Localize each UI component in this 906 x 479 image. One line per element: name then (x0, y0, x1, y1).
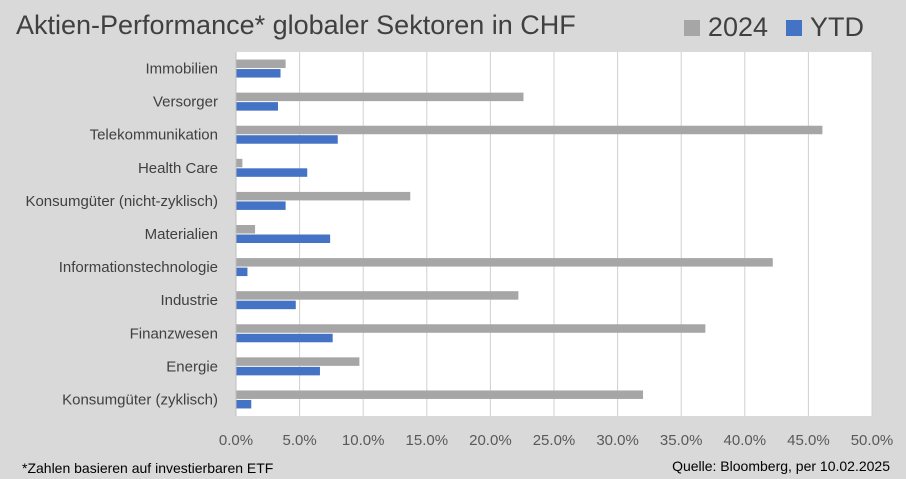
x-tick-label: 45.0% (787, 432, 830, 449)
category-label: Informationstechnologie (59, 259, 218, 276)
bar-2024 (236, 125, 823, 135)
bar-2024 (236, 225, 256, 234)
category-label: Materialien (145, 226, 218, 243)
x-tick-label: 25.0% (533, 432, 576, 449)
category-label: Immobilien (145, 61, 218, 78)
x-tick-label: 30.0% (596, 432, 639, 449)
bar-ytd (236, 267, 248, 277)
legend-label-ytd: YTD (810, 12, 864, 42)
category-label: Industrie (160, 292, 218, 309)
legend-item-ytd: YTD (786, 12, 864, 43)
bar-ytd (236, 201, 286, 210)
bar-ytd (236, 399, 252, 409)
bar-ytd (236, 300, 296, 310)
legend: 2024 YTD (683, 12, 864, 43)
legend-label-2024: 2024 (707, 12, 768, 42)
x-tick-label: 40.0% (724, 432, 767, 449)
x-tick-label: 50.0% (851, 432, 894, 449)
bar-ytd (236, 333, 333, 343)
bar-ytd (236, 69, 281, 78)
bar-2024 (236, 191, 411, 201)
footnote: *Zahlen basieren auf investierbaren ETF (22, 460, 274, 476)
bar-2024 (236, 390, 644, 399)
category-label: Konsumgüter (nicht-zyklisch) (25, 193, 218, 210)
bar-ytd (236, 234, 331, 243)
x-tick-label: 20.0% (469, 432, 512, 449)
legend-swatch-2024 (683, 19, 700, 36)
category-label: Finanzwesen (130, 325, 218, 342)
category-label: Versorger (153, 94, 218, 111)
bar-2024 (236, 158, 243, 168)
bar-ytd (236, 135, 338, 144)
bar-ytd (236, 168, 308, 177)
source-note: Quelle: Bloomberg, per 10.02.2025 (672, 458, 890, 474)
bar-2024 (236, 291, 519, 300)
category-label: Telekommunikation (90, 127, 218, 144)
x-tick-label: 35.0% (660, 432, 703, 449)
bar-ytd (236, 366, 320, 376)
x-tick-label: 15.0% (406, 432, 449, 449)
bar-2024 (236, 324, 706, 333)
bar-2024 (236, 258, 773, 267)
category-label: Health Care (138, 160, 218, 177)
bar-ytd (236, 102, 278, 111)
legend-item-2024: 2024 (683, 12, 768, 43)
bar-2024 (236, 59, 286, 69)
x-tick-label: 10.0% (342, 432, 385, 449)
bar-2024 (236, 92, 524, 102)
x-tick-label: 5.0% (282, 432, 316, 449)
legend-swatch-ytd (786, 19, 802, 36)
x-tick-label: 0.0% (219, 432, 253, 449)
category-label: Konsumgüter (zyklisch) (62, 391, 218, 408)
chart-title: Aktien-Performance* globaler Sektoren in… (16, 10, 576, 40)
bar-2024 (236, 357, 360, 366)
category-label: Energie (166, 358, 218, 375)
